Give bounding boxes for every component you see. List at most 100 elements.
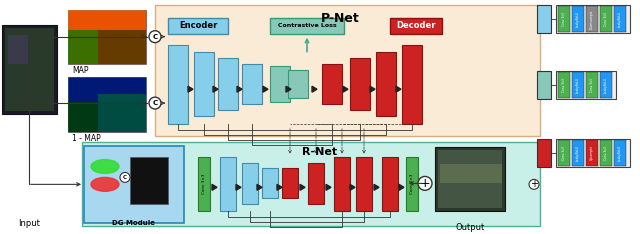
Bar [572, 6, 584, 32]
Polygon shape [370, 86, 375, 92]
Text: C: C [152, 100, 157, 106]
Polygon shape [236, 184, 241, 190]
Bar [614, 6, 626, 32]
Text: DG Module: DG Module [113, 220, 156, 226]
Text: LeakyReLU: LeakyReLU [576, 145, 580, 161]
Text: 1 - MAP: 1 - MAP [72, 134, 100, 143]
Polygon shape [343, 86, 348, 92]
Text: Conv 3x3: Conv 3x3 [590, 78, 594, 92]
Bar [242, 64, 262, 104]
Text: Upsample: Upsample [590, 145, 594, 160]
Bar [68, 77, 146, 102]
Bar [537, 139, 551, 167]
Text: C: C [123, 175, 127, 180]
Text: Input: Input [18, 219, 40, 228]
Polygon shape [213, 86, 218, 92]
Bar [8, 35, 28, 64]
Bar [262, 168, 278, 198]
Polygon shape [277, 184, 282, 190]
Bar [556, 139, 630, 167]
Text: Contrastive Loss: Contrastive Loss [278, 23, 336, 28]
Text: LeakyReLU: LeakyReLU [576, 77, 580, 93]
Polygon shape [286, 86, 291, 92]
Bar [376, 51, 396, 116]
Bar [556, 71, 616, 99]
Text: +: + [420, 177, 430, 190]
Bar [556, 5, 630, 33]
Text: Conv 3×3: Conv 3×3 [410, 173, 414, 194]
Bar [438, 150, 502, 208]
Bar [350, 58, 370, 110]
Bar [270, 18, 344, 34]
Bar [98, 94, 146, 132]
Text: Conv 3x3: Conv 3x3 [604, 146, 608, 160]
Bar [68, 102, 98, 132]
Bar [198, 157, 210, 211]
Polygon shape [237, 86, 242, 92]
Bar [68, 30, 98, 64]
Text: LeakyReLU: LeakyReLU [618, 145, 622, 161]
Bar [558, 72, 570, 98]
Bar [282, 168, 298, 198]
Bar [68, 10, 146, 30]
Bar [130, 157, 168, 204]
Ellipse shape [91, 160, 119, 173]
Bar [5, 28, 54, 111]
Bar [84, 146, 184, 223]
Bar [440, 164, 502, 183]
Polygon shape [396, 86, 401, 92]
Text: Encoder: Encoder [179, 21, 217, 30]
Polygon shape [300, 184, 305, 190]
Polygon shape [212, 184, 217, 190]
Bar [155, 5, 540, 136]
Circle shape [529, 179, 539, 189]
Polygon shape [399, 184, 404, 190]
Polygon shape [326, 184, 331, 190]
Bar [220, 157, 236, 211]
Polygon shape [350, 184, 355, 190]
Bar [406, 157, 418, 211]
Bar [68, 77, 146, 132]
Bar [82, 142, 540, 226]
Bar [600, 72, 612, 98]
Bar [356, 157, 372, 211]
Text: Decoder: Decoder [396, 21, 436, 30]
Text: MAP: MAP [72, 66, 88, 75]
Bar [537, 71, 551, 99]
Bar [558, 6, 570, 32]
Bar [435, 147, 505, 211]
Text: Output: Output [456, 223, 484, 232]
Text: LeakyReLU: LeakyReLU [604, 77, 608, 93]
Bar [390, 18, 442, 34]
Bar [322, 64, 342, 104]
Bar [288, 70, 308, 98]
Bar [600, 6, 612, 32]
Bar [168, 18, 228, 34]
Circle shape [120, 172, 130, 182]
Bar [2, 25, 57, 114]
Polygon shape [263, 86, 268, 92]
Bar [382, 157, 398, 211]
Bar [334, 157, 350, 211]
Text: C: C [152, 34, 157, 40]
Ellipse shape [91, 177, 119, 191]
Polygon shape [312, 86, 317, 92]
Bar [270, 66, 290, 102]
Text: Conv 3×3: Conv 3×3 [202, 173, 206, 194]
Polygon shape [257, 184, 262, 190]
Text: P-Net: P-Net [321, 12, 360, 25]
Bar [586, 72, 598, 98]
Text: LeakyReLU: LeakyReLU [618, 11, 622, 27]
Text: +: + [530, 179, 538, 189]
Bar [218, 58, 238, 110]
Text: Conv 3x3: Conv 3x3 [562, 78, 566, 92]
Text: Conv 3x3: Conv 3x3 [562, 146, 566, 160]
Bar [586, 6, 598, 32]
Polygon shape [188, 86, 193, 92]
Circle shape [418, 176, 432, 190]
Bar [572, 140, 584, 165]
Bar [242, 163, 258, 204]
Bar [558, 140, 570, 165]
Bar [537, 5, 551, 33]
Bar [586, 140, 598, 165]
